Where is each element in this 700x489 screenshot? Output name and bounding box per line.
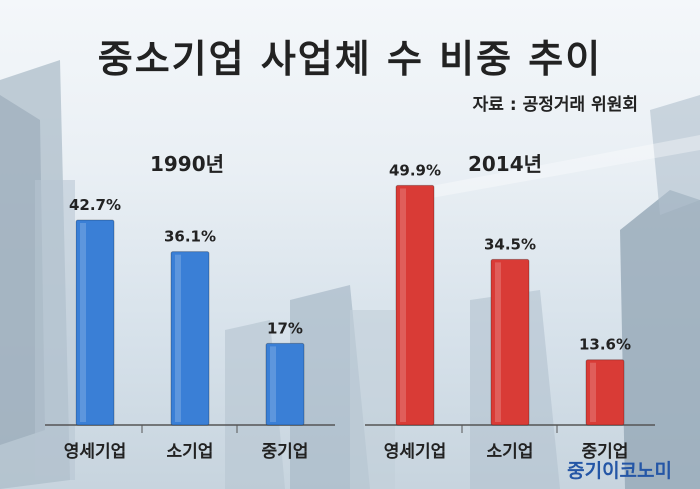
bar [75,219,115,426]
data-label: 36.1% [164,228,216,246]
bar-highlight [80,223,86,422]
category-label: 중기업 [582,442,629,462]
bar-highlight [495,262,501,422]
data-label: 34.5% [484,235,536,253]
data-label: 13.6% [579,336,631,354]
data-label: 49.9% [389,161,441,179]
panel-title-2014: 2014년 [467,152,543,176]
charts-layer: 42.7% 영세기업 36.1% 소기업 17% 중기업 49.9% 영세기업 34.5% 소기업… [45,161,655,462]
category-label: 소기업 [167,442,214,462]
bar-highlight [590,362,596,422]
category-label: 영세기업 [64,442,127,462]
data-label: 42.7% [69,196,121,214]
bar [490,258,530,426]
category-label: 소기업 [487,442,534,462]
bar [585,359,625,426]
chart-title: 중소기업 사업체 수 비중 추이 [97,37,603,81]
bar-highlight [400,188,406,422]
data-label: 17% [267,319,303,337]
bar [395,184,435,426]
panel-title-1990: 1990년 [149,152,225,176]
bar [170,251,210,426]
category-label: 중기업 [262,442,309,462]
bar-highlight [270,346,276,422]
category-label: 영세기업 [384,442,447,462]
watermark-logo: 중기이코노미 [567,460,672,482]
bar [265,342,305,426]
source-note: 자료 : 공정거래 위원회 [472,95,638,115]
bar-highlight [175,254,181,422]
